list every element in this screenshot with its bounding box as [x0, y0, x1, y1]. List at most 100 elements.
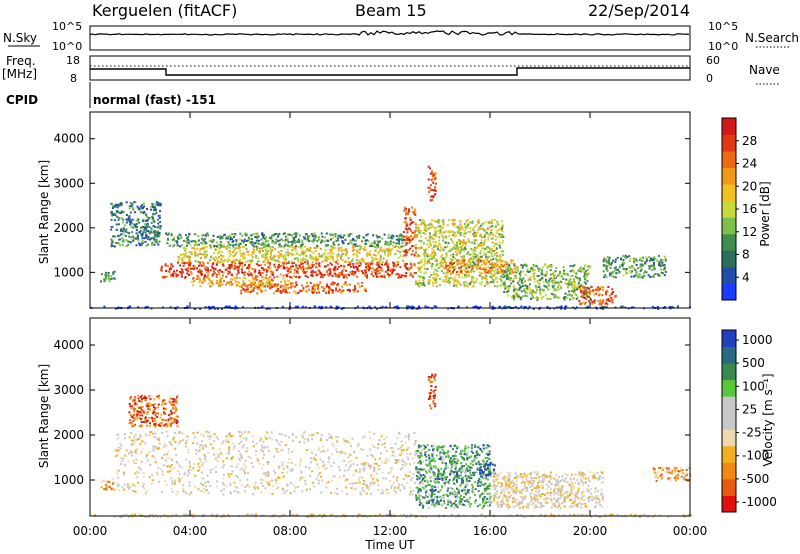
- data-cell: [442, 223, 445, 226]
- data-cell: [142, 231, 145, 234]
- data-cell: [328, 289, 331, 292]
- data-cell: [396, 460, 399, 463]
- data-cell: [318, 252, 321, 255]
- data-cell: [322, 287, 325, 290]
- data-cell: [276, 268, 279, 270]
- data-cell: [228, 235, 231, 237]
- data-cell: [354, 488, 357, 490]
- data-cell: [269, 267, 272, 270]
- data-cell: [453, 219, 456, 222]
- data-cell: [177, 476, 180, 479]
- data-cell: [395, 265, 398, 268]
- data-cell: [215, 275, 218, 278]
- data-cell: [302, 436, 304, 439]
- data-cell: [403, 221, 406, 224]
- data-cell: [159, 204, 162, 207]
- data-cell: [391, 447, 394, 449]
- data-cell: [182, 487, 185, 490]
- data-cell: [176, 306, 179, 309]
- data-cell: [190, 253, 193, 255]
- data-cell: [222, 271, 225, 274]
- data-cell: [620, 257, 623, 259]
- data-cell: [446, 274, 449, 277]
- data-cell: [136, 410, 139, 413]
- data-cell: [355, 259, 358, 262]
- data-cell: [132, 413, 135, 416]
- data-cell: [332, 289, 334, 292]
- data-cell: [266, 258, 269, 261]
- data-cell: [554, 294, 557, 296]
- data-cell: [418, 254, 421, 257]
- data-cell: [495, 277, 498, 279]
- data-cell: [461, 261, 464, 264]
- data-cell: [525, 292, 528, 295]
- cpid-label: CPID: [6, 93, 38, 107]
- data-cell: [329, 232, 332, 235]
- data-cell: [546, 272, 549, 275]
- data-cell: [241, 265, 244, 268]
- data-cell: [376, 258, 379, 261]
- data-cell: [196, 278, 199, 281]
- data-cell: [432, 195, 435, 198]
- data-cell: [264, 245, 267, 248]
- data-cell: [277, 465, 280, 468]
- data-cell: [510, 277, 512, 280]
- data-cell: [407, 249, 410, 251]
- data-cell: [343, 460, 346, 462]
- data-cell: [393, 455, 396, 458]
- data-cell: [483, 268, 486, 271]
- data-cell: [211, 263, 214, 265]
- data-cell: [198, 465, 201, 468]
- data-cell: [252, 245, 255, 248]
- data-cell: [135, 222, 138, 225]
- data-cell: [153, 207, 156, 209]
- data-cell: [240, 483, 243, 486]
- data-cell: [433, 245, 436, 248]
- data-cell: [335, 307, 338, 310]
- data-cell: [154, 414, 157, 417]
- data-cell: [202, 483, 204, 486]
- data-cell: [415, 229, 418, 232]
- data-cell: [554, 270, 557, 273]
- data-cell: [278, 256, 281, 259]
- data-cell: [247, 236, 250, 239]
- data-cell: [262, 456, 265, 459]
- data-cell: [308, 266, 310, 269]
- data-cell: [474, 253, 476, 256]
- data-cell: [213, 251, 216, 254]
- data-cell: [560, 281, 563, 284]
- data-cell: [463, 269, 466, 272]
- data-cell: [128, 215, 131, 218]
- data-cell: [173, 418, 176, 420]
- data-cell: [562, 297, 565, 300]
- data-cell: [259, 272, 262, 274]
- data-cell: [427, 223, 430, 226]
- data-cell: [137, 397, 140, 400]
- colorbar-segment: [722, 167, 736, 185]
- data-cell: [113, 212, 116, 215]
- data-cell: [503, 290, 506, 293]
- data-cell: [610, 272, 613, 275]
- data-cell: [120, 204, 123, 207]
- data-cell: [444, 280, 447, 283]
- data-cell: [424, 260, 426, 262]
- data-cell: [520, 279, 523, 282]
- data-cell: [325, 291, 328, 294]
- data-cell: [545, 285, 548, 288]
- data-cell: [305, 255, 308, 257]
- data-cell: [459, 283, 462, 286]
- data-cell: [553, 275, 555, 278]
- data-cell: [467, 231, 470, 234]
- data-cell: [549, 277, 552, 280]
- data-cell: [481, 263, 483, 266]
- data-cell: [197, 260, 200, 263]
- data-cell: [196, 254, 199, 257]
- data-cell: [508, 273, 510, 276]
- data-cell: [379, 240, 382, 243]
- data-cell: [151, 416, 153, 419]
- data-cell: [401, 239, 404, 242]
- data-cell: [503, 270, 506, 273]
- data-cell: [295, 252, 298, 254]
- data-cell: [176, 244, 179, 247]
- data-cell: [266, 251, 269, 253]
